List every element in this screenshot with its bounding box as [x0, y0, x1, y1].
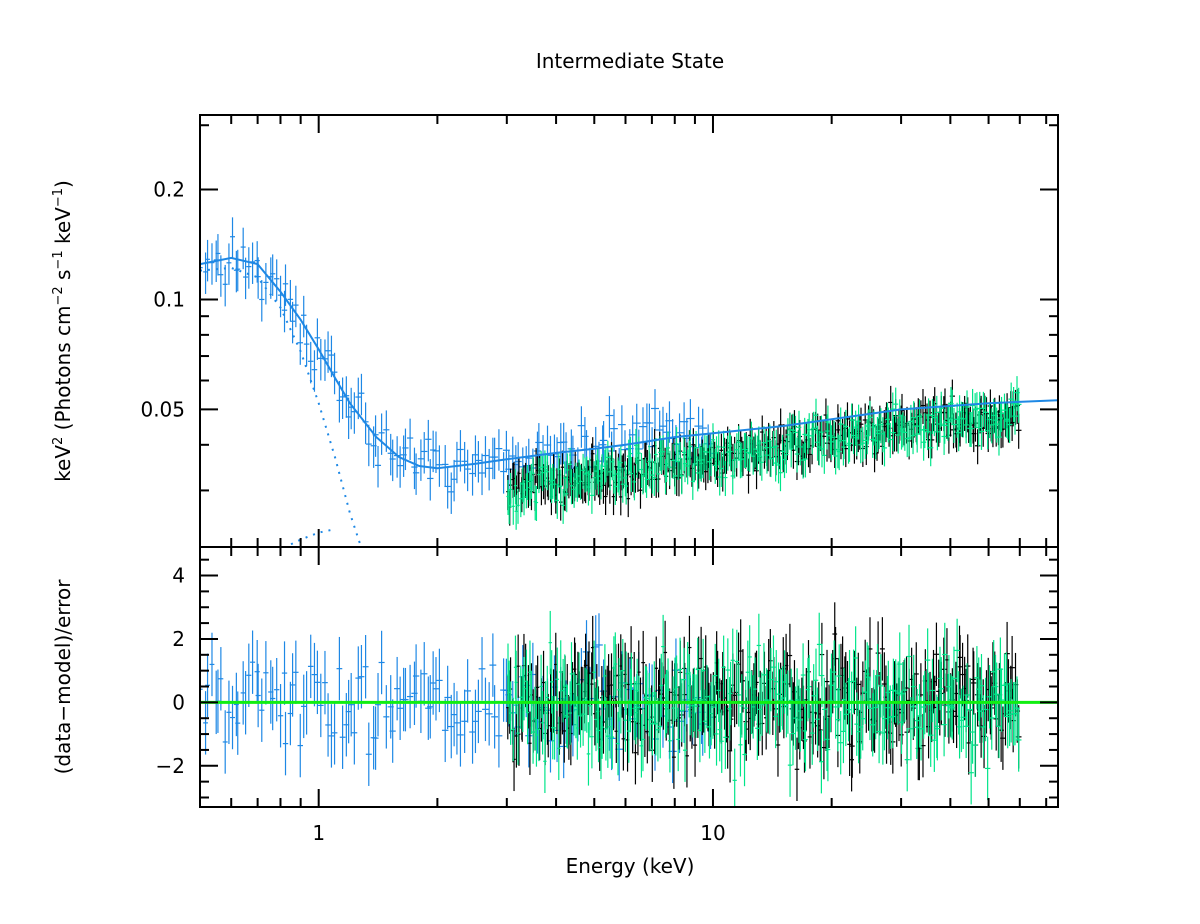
spectrum-data-layer [200, 217, 1058, 547]
spectrum-y-tick-label: 0.05 [140, 397, 185, 421]
residual-y-axis-label: (data−model)/error [51, 579, 75, 775]
residual-panel: 4 2 0 −2 [156, 546, 1059, 808]
spectrum-y-tick-label: 0.1 [153, 287, 185, 311]
spectrum-y-axis-label: keV2 (Photons cm−2 s−1 keV−1) [51, 180, 75, 482]
residual-panel-frame [199, 546, 1059, 808]
x-tick-label: 10 [700, 821, 725, 845]
disk-component-curve [200, 266, 363, 547]
spectrum-panel-frame [199, 114, 1059, 548]
residual-y-tick-label: −2 [156, 754, 185, 778]
residual-y-tick-label: 2 [172, 627, 185, 651]
residual-ticks: 4 2 0 −2 [156, 547, 1058, 807]
spectrum-y-tick-label: 0.2 [153, 178, 185, 202]
x-tick-label: 1 [312, 821, 325, 845]
spectrum-panel: 0.2 0.1 0.05 [140, 114, 1059, 548]
x-tick-labels: 1 10 [312, 821, 725, 845]
spectrum-ticks: 0.2 0.1 0.05 [140, 115, 1058, 547]
total-model-curve [200, 256, 1058, 470]
powerlaw-component-curve [283, 528, 336, 547]
residual-y-tick-label: 4 [172, 564, 185, 588]
chart-title: Intermediate State [536, 49, 724, 73]
residual-data-layer [200, 602, 1058, 807]
x-axis-label: Energy (keV) [566, 854, 695, 878]
residual-y-tick-label: 0 [172, 690, 185, 714]
